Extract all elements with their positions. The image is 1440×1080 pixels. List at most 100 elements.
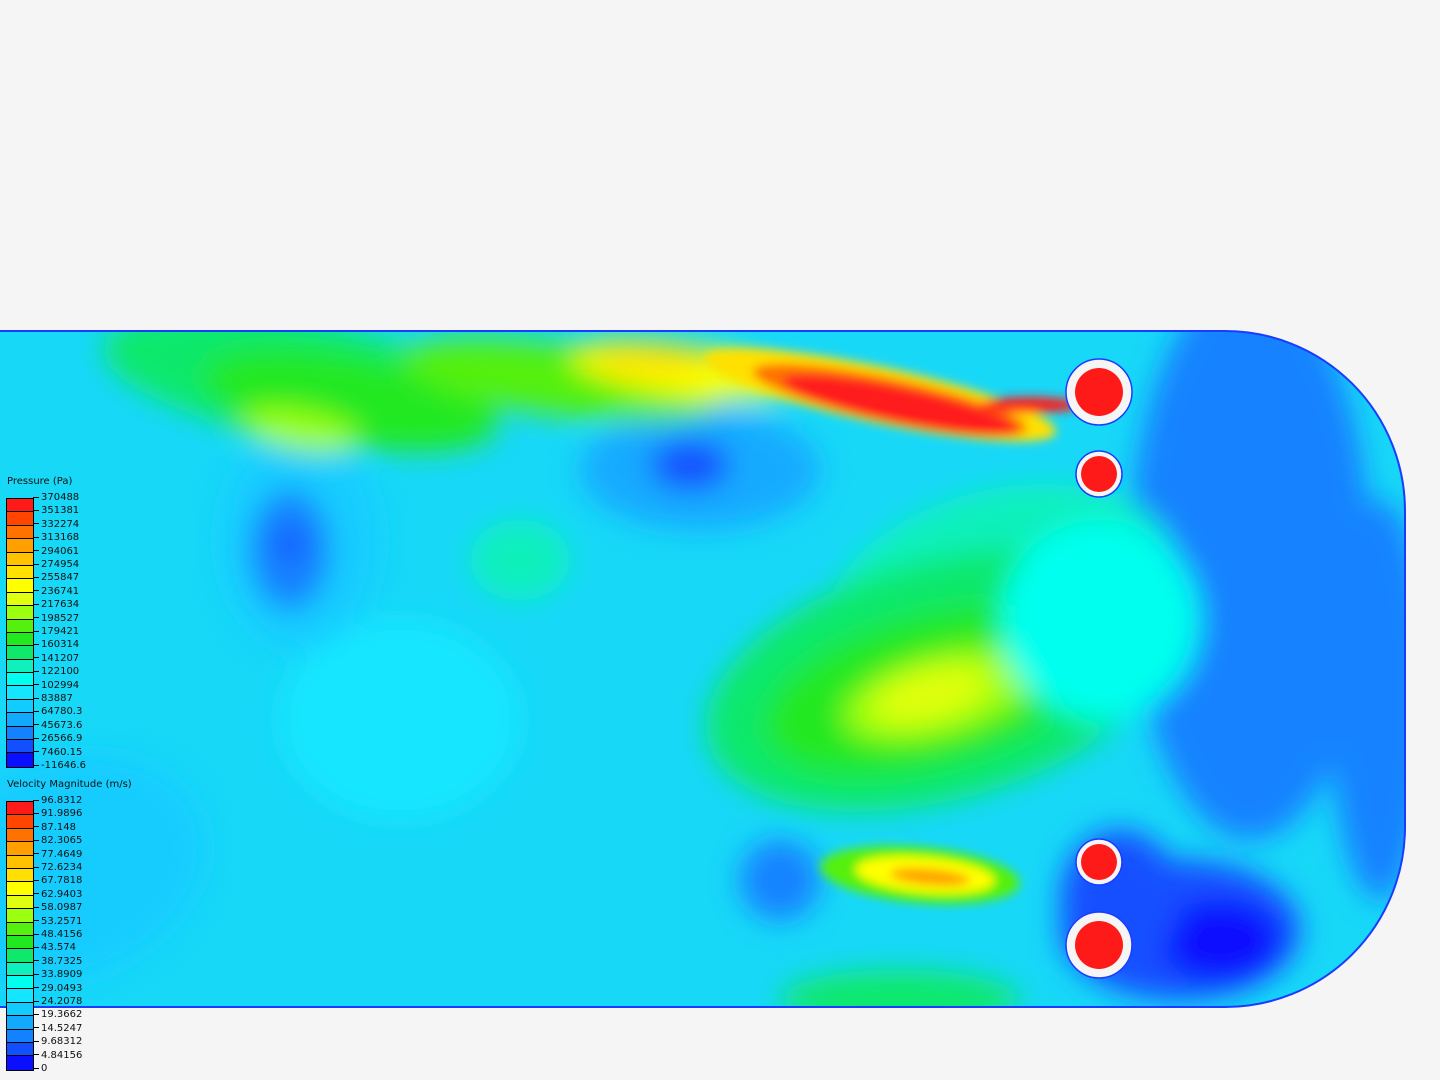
color-band bbox=[7, 619, 33, 633]
color-band bbox=[7, 882, 33, 896]
legend-tick-label: 62.9403 bbox=[33, 889, 82, 900]
velocity-legend-title: Velocity Magnitude (m/s) bbox=[7, 779, 132, 790]
color-band bbox=[7, 855, 33, 869]
legend-tick-label: 14.5247 bbox=[33, 1023, 82, 1034]
pressure-color-bar bbox=[6, 498, 34, 768]
cylinder-core bbox=[1075, 368, 1123, 416]
contour-region bbox=[980, 397, 1080, 413]
contour-region bbox=[890, 868, 970, 886]
color-band bbox=[7, 922, 33, 936]
color-band bbox=[7, 579, 33, 593]
legend-tick-label: 83887 bbox=[33, 694, 73, 704]
color-band bbox=[7, 552, 33, 566]
color-band bbox=[7, 935, 33, 950]
legend-tick-label: 370488 bbox=[33, 493, 79, 503]
legend-tick-label: 19.3662 bbox=[33, 1010, 82, 1020]
legend-tick-label: 198527 bbox=[33, 613, 79, 624]
legend-tick-label: 77.4649 bbox=[33, 849, 82, 860]
color-band bbox=[7, 989, 33, 1003]
legend-tick-label: 87.148 bbox=[33, 822, 76, 833]
color-band bbox=[7, 962, 33, 977]
legend-tick-label: 29.0493 bbox=[33, 983, 82, 994]
legend-tick-label: 7460.15 bbox=[33, 747, 82, 758]
cylinder-core bbox=[1075, 921, 1123, 969]
cylinder bbox=[1065, 358, 1133, 426]
legend-tick-label: 141207 bbox=[33, 653, 79, 664]
cylinder bbox=[1075, 838, 1123, 886]
legend-tick-label: 33.8909 bbox=[33, 970, 82, 980]
contour-region bbox=[871, 666, 989, 724]
color-band bbox=[7, 565, 33, 580]
color-band bbox=[7, 525, 33, 540]
color-band bbox=[7, 632, 33, 647]
color-band bbox=[7, 713, 33, 727]
legend-tick-label: 67.7818 bbox=[33, 876, 82, 886]
domain-boundary bbox=[0, 330, 1406, 1008]
color-band bbox=[7, 949, 33, 963]
color-band bbox=[7, 512, 33, 526]
color-band bbox=[7, 828, 33, 843]
color-band bbox=[7, 815, 33, 829]
legend-tick-label: 82.3065 bbox=[33, 836, 82, 846]
color-band bbox=[7, 1002, 33, 1017]
color-band bbox=[7, 686, 33, 700]
legend-tick-label: 9.68312 bbox=[33, 1037, 82, 1047]
color-band bbox=[7, 1016, 33, 1030]
cylinder bbox=[1065, 911, 1133, 979]
legend-tick-label: 96.8312 bbox=[33, 796, 82, 806]
contour-region bbox=[1130, 331, 1370, 840]
legend-tick-label: 274954 bbox=[33, 560, 79, 570]
color-band bbox=[7, 673, 33, 687]
legend-tick-label: 122100 bbox=[33, 667, 79, 677]
legend-tick-label: 72.6234 bbox=[33, 863, 82, 873]
contour-region bbox=[650, 440, 730, 490]
contour-region bbox=[275, 530, 305, 560]
contour-region bbox=[1160, 900, 1280, 980]
color-band bbox=[7, 976, 33, 990]
legend-tick-label: 38.7325 bbox=[33, 956, 82, 967]
legend-tick-label: 64780.3 bbox=[33, 707, 82, 717]
legend-tick-label: 26566.9 bbox=[33, 734, 82, 744]
contour-region bbox=[780, 970, 1020, 1007]
legend-tick-label: -11646.6 bbox=[33, 761, 86, 771]
color-band bbox=[7, 499, 33, 513]
contour-region bbox=[280, 620, 520, 820]
color-band bbox=[7, 592, 33, 607]
color-band bbox=[7, 1029, 33, 1044]
color-band bbox=[7, 659, 33, 674]
color-band bbox=[7, 1043, 33, 1057]
legend-tick-label: 91.9896 bbox=[33, 809, 82, 819]
legend-tick-label: 217634 bbox=[33, 600, 79, 610]
legend-tick-label: 43.574 bbox=[33, 943, 76, 953]
legend-tick-label: 45673.6 bbox=[33, 720, 82, 731]
color-band bbox=[7, 606, 33, 620]
color-band bbox=[7, 726, 33, 741]
legend-tick-label: 0 bbox=[33, 1064, 47, 1074]
legend-tick-label: 236741 bbox=[33, 586, 79, 597]
color-band bbox=[7, 699, 33, 714]
cylinder bbox=[1075, 450, 1123, 498]
color-band bbox=[7, 802, 33, 816]
pressure-legend-title: Pressure (Pa) bbox=[7, 476, 73, 487]
legend-tick-label: 294061 bbox=[33, 546, 79, 557]
color-band bbox=[7, 753, 33, 767]
contour-region bbox=[1330, 500, 1405, 900]
legend-tick-label: 160314 bbox=[33, 640, 79, 650]
cylinder-core bbox=[1081, 456, 1117, 492]
color-band bbox=[7, 539, 33, 553]
color-band bbox=[7, 895, 33, 910]
legend-tick-label: 48.4156 bbox=[33, 930, 82, 940]
cylinder-core bbox=[1081, 844, 1117, 880]
fluid-domain bbox=[0, 331, 1405, 1007]
color-band bbox=[7, 1056, 33, 1070]
legend-tick-label: 4.84156 bbox=[33, 1050, 82, 1061]
contour-region bbox=[782, 374, 1018, 436]
contour-region bbox=[240, 407, 360, 453]
color-band bbox=[7, 909, 33, 923]
contour-region bbox=[590, 345, 710, 375]
legend-tick-label: 351381 bbox=[33, 506, 79, 516]
contour-region bbox=[401, 338, 719, 422]
legend-tick-label: 53.2571 bbox=[33, 916, 82, 927]
legend-tick-label: 313168 bbox=[33, 533, 79, 543]
